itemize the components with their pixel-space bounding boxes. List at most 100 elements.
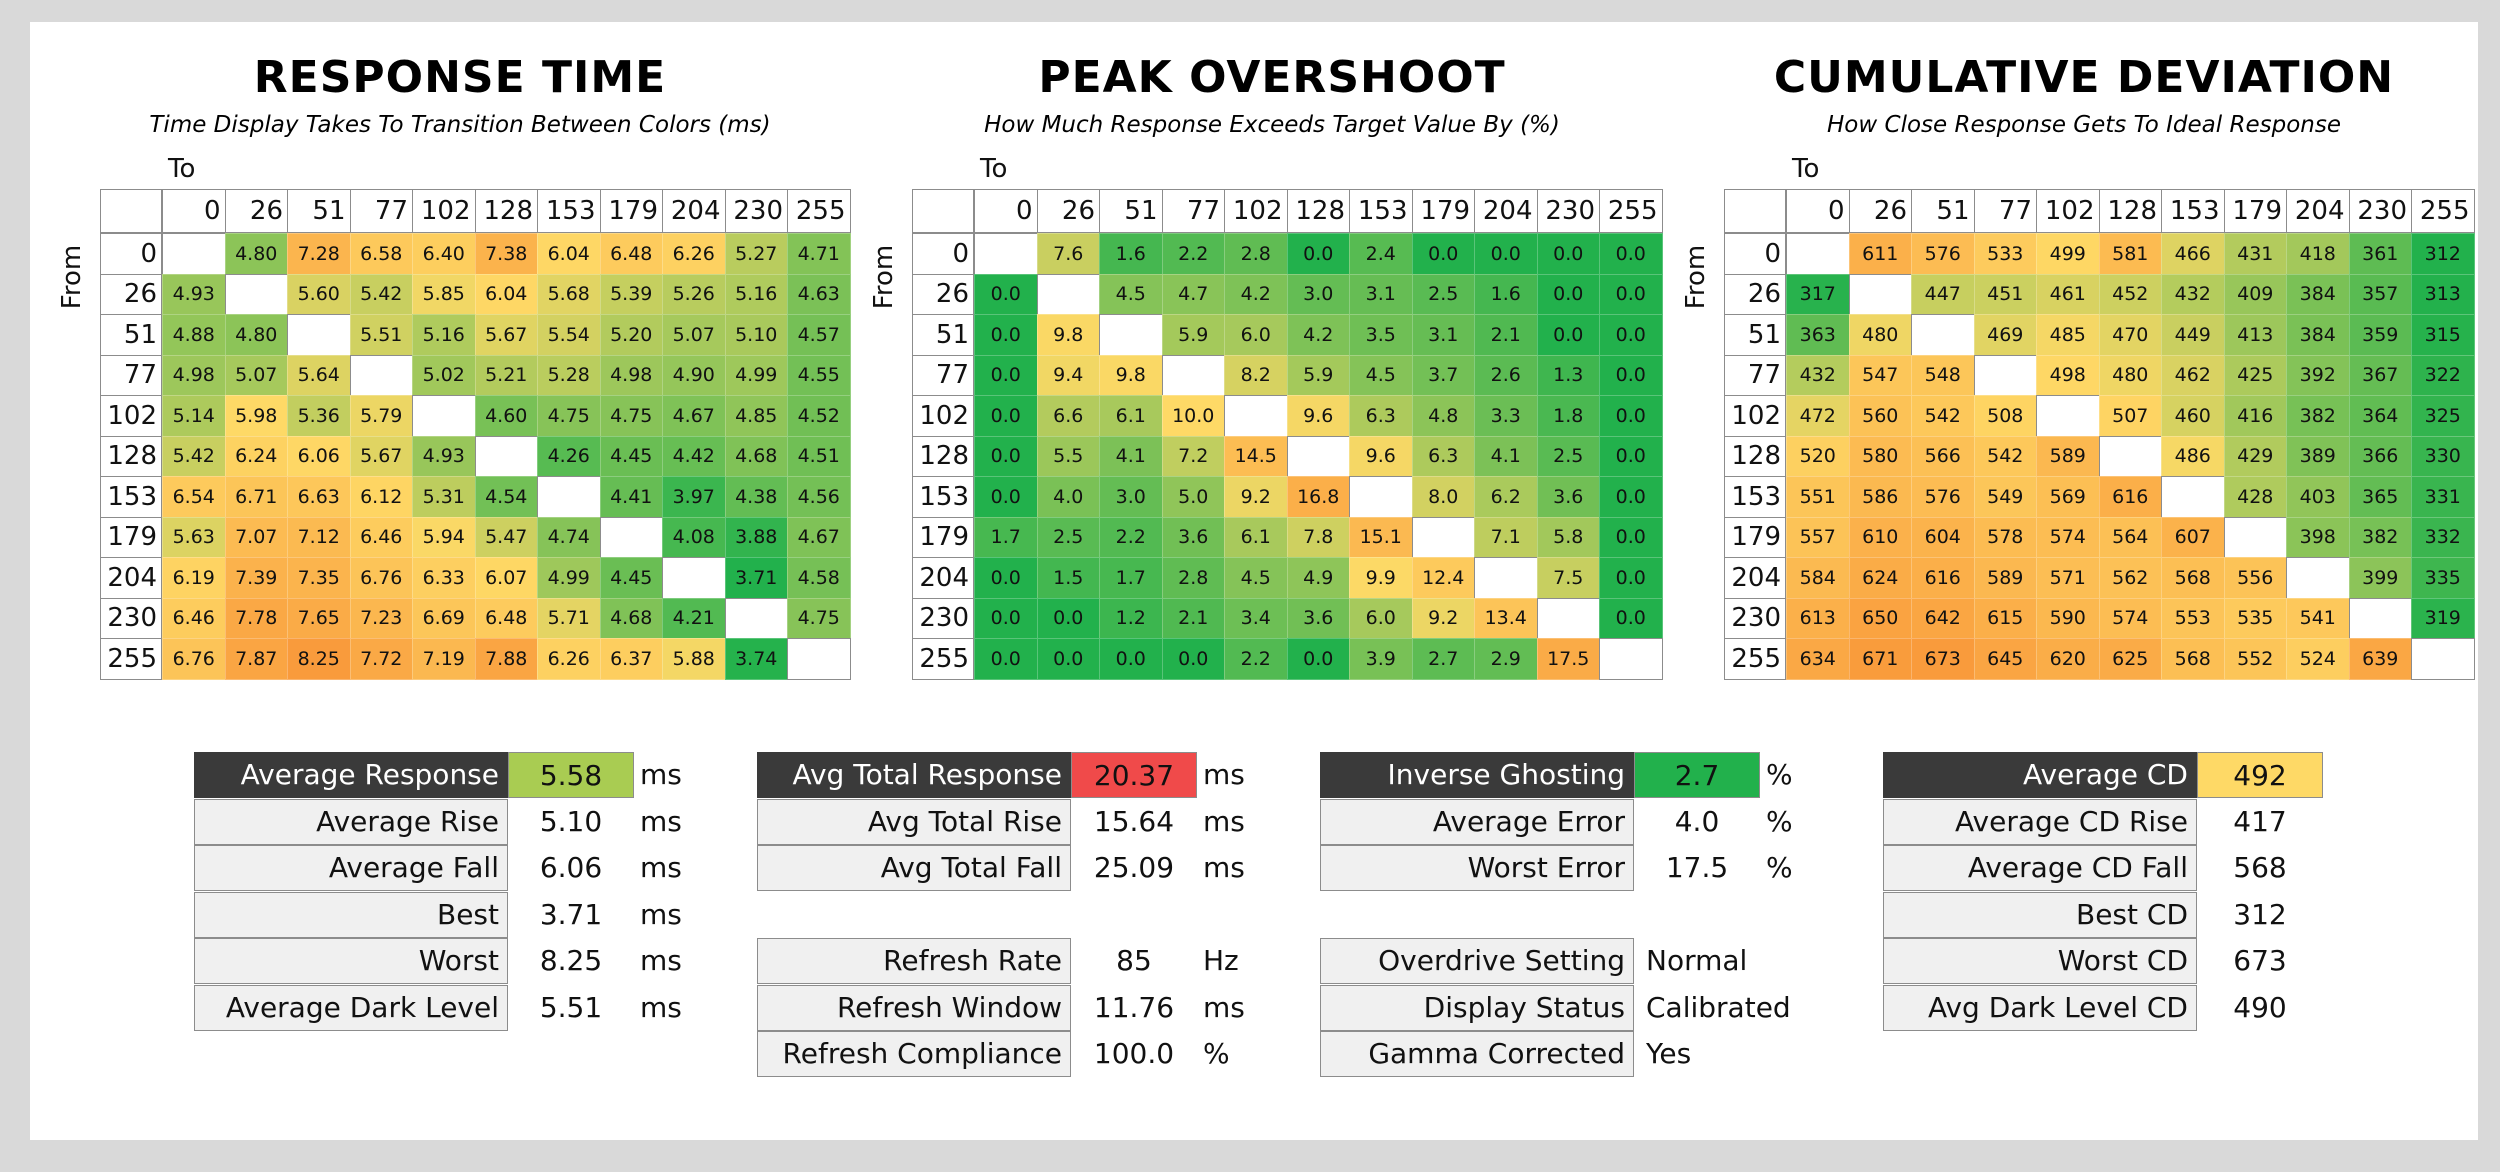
heatmap-cell: 0.0 [974,638,1038,680]
heatmap-cell: 5.85 [412,273,476,315]
heatmap-cell: 4.5 [1349,354,1413,396]
heatmap-cell: 0.0 [974,314,1038,356]
heatmap-cell: 5.07 [224,354,288,396]
heatmap-cell: 3.1 [1411,314,1475,356]
heatmap-cell: 7.72 [349,638,413,680]
heatmap-cell: 4.21 [662,597,726,639]
heatmap-cell: 9.6 [1349,435,1413,477]
heatmap-cell: 4.75 [537,395,601,437]
heatmap-cell: 499 [2036,233,2100,275]
x-tick-label: 26 [1036,189,1100,233]
chart-title: CUMULATIVE DEVIATION [1773,52,2395,103]
heatmap-cell: 7.39 [224,557,288,599]
stat-unit: Hz [1203,944,1239,977]
heatmap-cell: 4.45 [599,557,663,599]
heatmap-cell: 315 [2411,314,2475,356]
heatmap-cell: 673 [1911,638,1975,680]
heatmap-cell: 6.37 [599,638,663,680]
heatmap-cell: 0.0 [1036,597,1100,639]
heatmap-cell: 616 [1911,557,1975,599]
heatmap-cell: 0.0 [1099,638,1163,680]
heatmap-cell: 2.8 [1161,557,1225,599]
heatmap-cell: 9.6 [1286,395,1350,437]
heatmap-cell: 3.4 [1224,597,1288,639]
x-tick-label: 204 [662,189,726,233]
x-tick-label: 51 [1099,189,1163,233]
heatmap-cell: 0.0 [1599,354,1663,396]
heatmap-cell: 470 [2098,314,2162,356]
heatmap-cell: 8.25 [287,638,351,680]
stat-row: Average Error 4.0% [1320,798,1860,847]
heatmap-cell: 16.8 [1286,476,1350,518]
y-tick-label: 179 [912,516,974,558]
heatmap-cell: 541 [2286,597,2350,639]
stat-value: 4.0 [1674,804,1720,838]
heatmap-cell: 645 [1973,638,2037,680]
heatmap-cell: 4.68 [724,435,788,477]
heatmap-cell: 6.46 [162,597,226,639]
heatmap-cell: 5.31 [412,476,476,518]
y-tick-label: 230 [100,597,162,639]
heatmap-cell: 1.8 [1536,395,1600,437]
stat-label: Best [194,891,508,938]
heatmap-cell: 469 [1973,314,2037,356]
stat-unit: ms [640,758,682,791]
heatmap-cell: 5.39 [599,273,663,315]
x-tick-label: 255 [2411,189,2475,233]
x-tick-label: 153 [537,189,601,233]
heatmap-cell: 589 [2036,435,2100,477]
heatmap-cell: 384 [2286,314,2350,356]
heatmap-cell: 0.0 [974,435,1038,477]
heatmap-cell: 0.0 [974,395,1038,437]
x-axis-label: To [1792,154,1820,184]
heatmap-cell: 6.46 [349,516,413,558]
heatmap-cell: 8.2 [1224,354,1288,396]
x-tick-label: 153 [2161,189,2225,233]
x-tick-label: 230 [2348,189,2412,233]
heatmap-cell: 6.0 [1349,597,1413,639]
stat-label: Worst CD [1883,938,2197,984]
heatmap-cell: 461 [2036,273,2100,315]
y-tick-label: 204 [100,557,162,599]
y-tick-label: 51 [912,314,974,356]
heatmap-cell: 361 [2348,233,2412,275]
heatmap-cell: 580 [1848,435,1912,477]
heatmap-cell: 364 [2348,395,2412,437]
grid-corner [912,189,974,233]
heatmap-cell: 3.74 [724,638,788,680]
heatmap-cell: 590 [2036,597,2100,639]
heatmap-cell: 4.57 [787,314,851,356]
heatmap-cell: 363 [1786,314,1850,356]
heatmap-cell: 5.20 [599,314,663,356]
heatmap-cell: 642 [1911,597,1975,639]
heatmap-cell: 568 [2161,557,2225,599]
stat-row: Worst Error 17.5% [1320,845,1860,893]
heatmap-cell: 0.0 [1536,233,1600,275]
heatmap-cell: 0.0 [1599,395,1663,437]
heatmap-cell: 6.26 [662,233,726,275]
heatmap-cell: 589 [1973,557,2037,599]
heatmap-cell: 425 [2223,354,2287,396]
heatmap-cell: 0.0 [1411,233,1475,275]
heatmap-cell: 0.0 [974,597,1038,639]
heatmap-cell [162,233,226,275]
heatmap-cell: 4.38 [724,476,788,518]
chart-subtitle: Time Display Takes To Transition Between… [149,112,771,138]
heatmap-cell: 4.90 [662,354,726,396]
y-tick-label: 128 [912,435,974,477]
heatmap-cell: 2.5 [1536,435,1600,477]
heatmap-cell [474,435,538,477]
stat-row: Best CD 312 [1883,891,2423,940]
heatmap-cell: 4.75 [599,395,663,437]
peak-overshoot-panel: PEAK OVERSHOOT How Much Response Exceeds… [869,22,1672,702]
heatmap-cell: 5.28 [537,354,601,396]
heatmap-cell: 5.88 [662,638,726,680]
heatmap-cell: 620 [2036,638,2100,680]
heatmap-cell: 5.47 [474,516,538,558]
heatmap-cell [1848,273,1912,315]
heatmap-cell: 0.0 [1536,314,1600,356]
y-tick-label: 128 [100,435,162,477]
heatmap-cell: 4.51 [787,435,851,477]
heatmap-cell: 6.40 [412,233,476,275]
stat-label: Avg Total Response [757,752,1071,798]
